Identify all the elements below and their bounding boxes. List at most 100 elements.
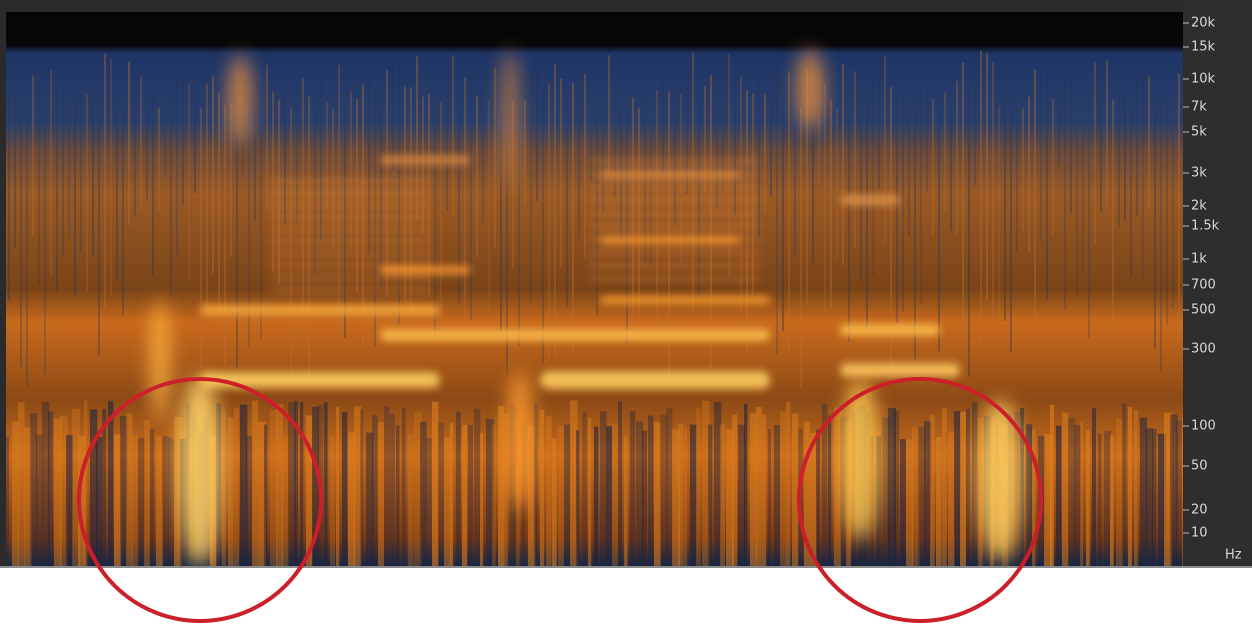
streak <box>822 404 828 566</box>
harmonic <box>380 329 770 341</box>
streak <box>68 54 70 237</box>
streak <box>698 67 700 300</box>
streak <box>264 424 268 566</box>
streak <box>282 436 289 566</box>
energy-blob <box>228 55 252 145</box>
streak <box>252 400 259 566</box>
streak <box>20 105 22 367</box>
streak <box>1088 94 1090 339</box>
streak <box>440 101 442 333</box>
streak <box>32 75 34 235</box>
streak <box>390 413 395 566</box>
streak <box>948 431 955 566</box>
streak <box>362 84 364 348</box>
tick-label: 500 <box>1191 303 1216 318</box>
streak <box>738 424 746 566</box>
streak <box>660 414 668 566</box>
streak <box>212 76 214 274</box>
harmonic <box>270 192 430 195</box>
streak <box>312 406 320 566</box>
streak <box>1118 67 1120 227</box>
harmonic <box>380 266 470 274</box>
streak <box>72 408 80 566</box>
energy-blob <box>978 400 1022 560</box>
streak <box>560 78 562 268</box>
spectrogram <box>6 12 1183 566</box>
streak <box>878 79 880 190</box>
streak <box>162 435 169 566</box>
harmonic <box>590 277 760 280</box>
streak <box>422 96 424 234</box>
streak <box>1094 62 1096 245</box>
streak <box>104 53 106 308</box>
harmonic <box>270 216 430 219</box>
streak <box>1164 412 1172 566</box>
streak <box>498 406 505 566</box>
tick-label: 20 <box>1191 503 1208 518</box>
streak <box>1058 63 1060 167</box>
streak <box>474 408 481 566</box>
streak <box>654 422 661 566</box>
streak <box>636 421 644 566</box>
streak <box>402 408 406 566</box>
streak <box>1110 435 1114 566</box>
streak <box>1170 414 1178 566</box>
streak <box>854 71 856 249</box>
streak <box>702 400 710 566</box>
streak <box>1134 410 1138 566</box>
streak <box>462 424 468 566</box>
streak <box>890 86 892 374</box>
streak <box>504 413 508 566</box>
streak <box>1116 418 1124 566</box>
streak <box>444 437 451 566</box>
streak <box>350 91 352 249</box>
streak <box>1140 417 1148 566</box>
streak <box>128 61 130 225</box>
streak <box>518 82 520 347</box>
streak <box>348 432 356 566</box>
streak <box>830 100 832 310</box>
streak <box>372 415 378 566</box>
streak <box>1056 425 1062 566</box>
energy-blob <box>796 50 824 130</box>
streak <box>386 70 388 297</box>
streak <box>92 57 94 255</box>
streak <box>470 51 472 320</box>
streak <box>86 94 88 293</box>
streak <box>246 435 253 566</box>
streak <box>882 417 890 566</box>
streak <box>380 68 382 290</box>
streak <box>132 434 139 566</box>
streak <box>966 408 970 566</box>
streak <box>276 404 284 566</box>
streak <box>932 98 934 236</box>
streak <box>116 95 118 280</box>
streak <box>612 423 619 566</box>
streak <box>764 94 766 215</box>
streak <box>1142 54 1144 277</box>
streak <box>324 402 328 566</box>
streak <box>672 429 680 566</box>
harmonic <box>840 324 940 336</box>
streak <box>936 436 942 566</box>
streak <box>582 412 587 566</box>
streak <box>330 436 336 566</box>
tick-label: 1k <box>1191 252 1207 267</box>
streak <box>1136 62 1138 216</box>
streak <box>12 421 19 566</box>
streak <box>336 406 340 566</box>
harmonic <box>270 252 430 255</box>
tick-label: 10 <box>1191 526 1208 541</box>
streak <box>768 429 772 566</box>
streak <box>900 439 906 566</box>
streak <box>570 400 578 566</box>
streak <box>810 432 817 566</box>
streak <box>456 411 461 566</box>
streak <box>692 52 694 320</box>
energy-blob <box>502 50 518 190</box>
streak <box>678 423 684 566</box>
streak <box>1154 92 1156 350</box>
tick-label: 5k <box>1191 125 1207 140</box>
streak <box>588 417 592 566</box>
streak <box>240 404 248 566</box>
